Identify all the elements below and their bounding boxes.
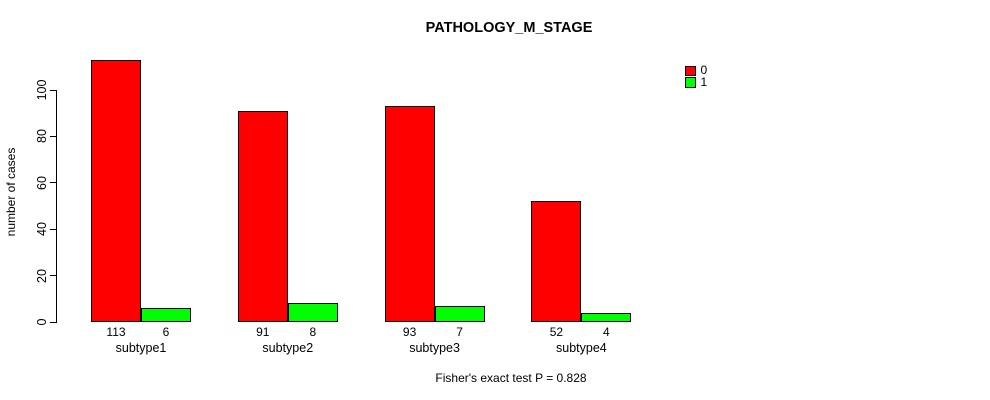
- bar-value-label: 4: [603, 325, 610, 339]
- legend-item-1: 1: [685, 74, 708, 89]
- x-category-label: subtype3: [409, 341, 460, 355]
- bar-value-label: 52: [549, 325, 564, 339]
- bar-subtype2-series-0: [237, 110, 288, 322]
- y-tick-mark: [50, 135, 57, 137]
- legend-item-0: 0: [685, 63, 708, 77]
- x-category-label: subtype1: [115, 341, 167, 355]
- bar-subtype1-series-0: [91, 59, 141, 322]
- bar-subtype2-series-1: [287, 303, 338, 322]
- bar-value-label: 6: [162, 325, 170, 339]
- bar-subtype1-series-1: [141, 308, 191, 322]
- bar-value-label: 8: [309, 325, 317, 339]
- x-category-label: subtype2: [262, 341, 314, 355]
- bar-subtype4-series-1: [581, 312, 632, 322]
- bar-subtype3-series-1: [434, 305, 485, 322]
- legend-label: 1: [700, 74, 708, 89]
- legend-swatch-icon: [685, 77, 696, 88]
- bar-value-label: 91: [256, 325, 270, 339]
- annotation-text: Fisher's exact test P = 0.828: [435, 371, 587, 385]
- y-tick-label: 80: [35, 129, 49, 144]
- y-axis-label: number of cases: [4, 147, 18, 237]
- x-category-label: subtype4: [556, 341, 607, 355]
- legend-label: 0: [700, 63, 708, 77]
- bar-subtype3-series-0: [384, 106, 435, 322]
- y-tick-mark: [50, 89, 57, 91]
- bar-value-label: 7: [456, 325, 463, 339]
- y-tick-mark: [50, 321, 57, 323]
- bar-value-label: 113: [106, 325, 126, 339]
- y-tick-label: 0: [35, 318, 49, 326]
- y-tick-mark: [50, 275, 57, 277]
- chart-title: PATHOLOGY_M_STAGE: [425, 20, 593, 36]
- y-tick-label: 60: [35, 175, 49, 190]
- y-axis-line: [56, 90, 57, 322]
- y-tick-label: 40: [35, 222, 49, 237]
- y-tick-mark: [50, 228, 57, 230]
- y-tick-label: 100: [35, 79, 49, 101]
- legend-swatch-icon: [685, 65, 696, 76]
- y-tick-mark: [50, 182, 57, 184]
- bar-value-label: 93: [402, 325, 417, 339]
- bar-subtype4-series-0: [531, 201, 582, 322]
- y-tick-label: 20: [35, 268, 49, 283]
